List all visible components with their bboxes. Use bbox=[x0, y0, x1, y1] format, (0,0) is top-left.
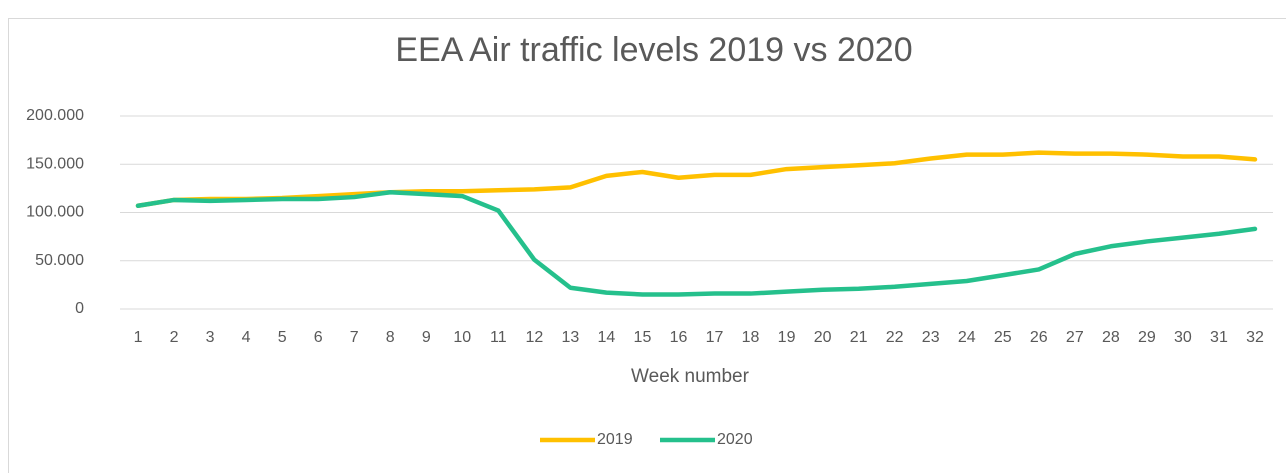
x-tick-label: 5 bbox=[278, 329, 287, 346]
x-tick-label: 6 bbox=[314, 329, 323, 346]
x-tick-label: 28 bbox=[1102, 329, 1120, 346]
x-tick-label: 29 bbox=[1138, 329, 1156, 346]
x-tick-label: 7 bbox=[350, 329, 359, 346]
chart-title: EEA Air traffic levels 2019 vs 2020 bbox=[395, 31, 912, 69]
chart-border bbox=[8, 18, 1286, 473]
x-tick-label: 19 bbox=[778, 329, 796, 346]
x-tick-label: 20 bbox=[814, 329, 832, 346]
x-tick-label: 25 bbox=[994, 329, 1012, 346]
x-tick-label: 30 bbox=[1174, 329, 1192, 346]
x-axis-title: Week number bbox=[631, 366, 750, 387]
x-tick-label: 24 bbox=[958, 329, 976, 346]
x-tick-label: 31 bbox=[1210, 329, 1228, 346]
x-tick-label: 23 bbox=[922, 329, 940, 346]
x-tick-label: 8 bbox=[386, 329, 395, 346]
x-tick-label: 14 bbox=[598, 329, 616, 346]
x-tick-label: 26 bbox=[1030, 329, 1048, 346]
x-tick-label: 18 bbox=[742, 329, 760, 346]
x-tick-label: 12 bbox=[525, 329, 543, 346]
x-tick-label: 32 bbox=[1246, 329, 1264, 346]
x-tick-label: 4 bbox=[242, 329, 251, 346]
x-tick-label: 10 bbox=[453, 329, 471, 346]
legend-label: 2019 bbox=[597, 431, 633, 448]
y-tick-label: 50.000 bbox=[35, 252, 84, 269]
line-series bbox=[135, 150, 1258, 208]
x-tick-label: 16 bbox=[670, 329, 688, 346]
x-tick-label: 2 bbox=[170, 329, 179, 346]
x-tick-label: 22 bbox=[886, 329, 904, 346]
x-tick-label: 21 bbox=[850, 329, 868, 346]
y-tick-label: 150.000 bbox=[26, 155, 84, 172]
x-tick-label: 3 bbox=[206, 329, 215, 346]
y-tick-label: 100.000 bbox=[26, 204, 84, 221]
x-tick-label: 15 bbox=[634, 329, 652, 346]
x-tick-label: 11 bbox=[490, 329, 507, 346]
line-series bbox=[135, 189, 1258, 297]
legend-label: 2020 bbox=[717, 431, 753, 448]
x-tick-label: 13 bbox=[561, 329, 579, 346]
x-tick-label: 1 bbox=[134, 329, 143, 346]
x-tick-label: 17 bbox=[706, 329, 724, 346]
x-tick-label: 27 bbox=[1066, 329, 1084, 346]
x-tick-label: 9 bbox=[422, 329, 431, 346]
y-tick-label: 0 bbox=[75, 300, 84, 317]
y-tick-label: 200.000 bbox=[26, 107, 84, 124]
